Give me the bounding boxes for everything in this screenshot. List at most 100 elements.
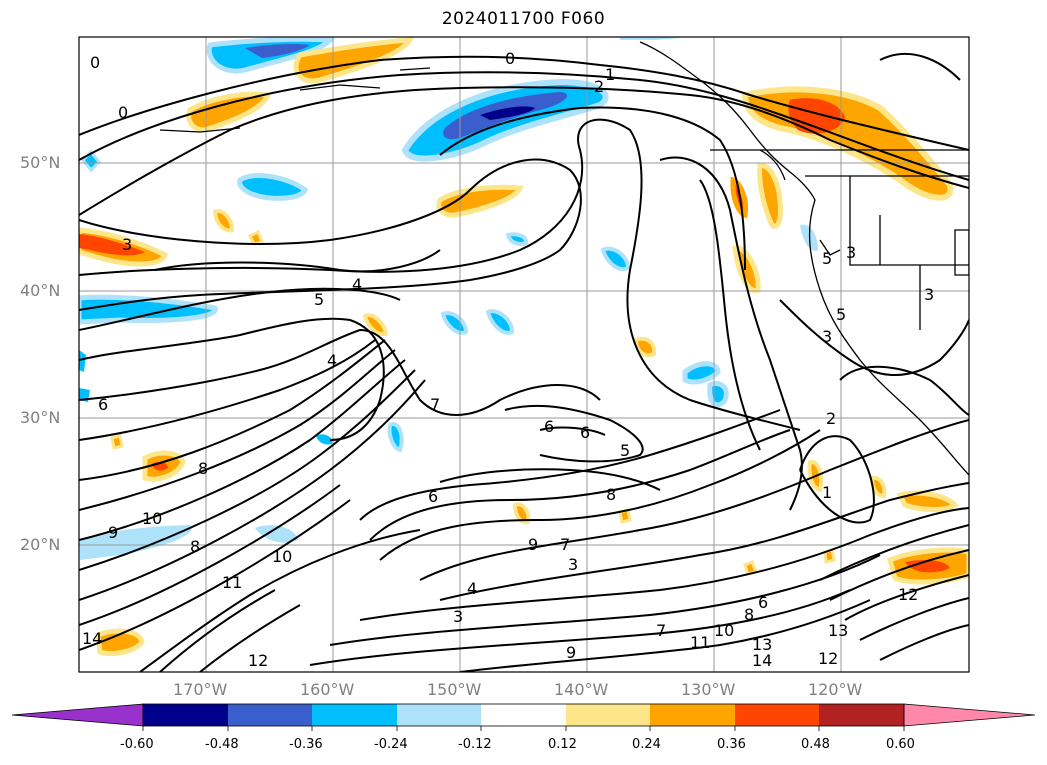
positive-field: [95, 628, 145, 657]
colorbar-tick-label: 0.60: [886, 737, 915, 752]
colorbar-tick-label: 0.36: [717, 737, 746, 752]
negative-field: [440, 311, 469, 335]
positive-field: [79, 234, 145, 256]
negative-field: [620, 37, 680, 40]
contour-label: 9: [528, 535, 538, 554]
positive-field: [757, 162, 783, 229]
colorbar-segment: [819, 704, 904, 726]
colorbar-segment: [143, 704, 228, 726]
contour-label: 7: [560, 535, 570, 554]
contour-label: 6: [98, 395, 108, 414]
contour-label: 5: [822, 249, 832, 268]
negative-field: [79, 350, 86, 372]
colorbar-segment: [481, 704, 566, 726]
contour-labels: 0 0 0 1 1 2 2 3 3 3 3 3 3 4 4 4 5 5 5 5 …: [82, 49, 934, 670]
contour-label: 11: [690, 633, 710, 652]
colorbar-extend-high: [903, 703, 1036, 727]
contour-label: 3: [924, 285, 934, 304]
negative-field: [237, 172, 309, 201]
contour-label: 3: [453, 607, 463, 626]
contours: [79, 52, 969, 672]
negative-field: [80, 525, 192, 560]
colorbar-segment: [312, 704, 397, 726]
contour-label: 8: [190, 537, 200, 556]
positive-field: [362, 313, 389, 337]
contour-label: 7: [656, 621, 666, 640]
contour-label: 8: [606, 485, 616, 504]
negative-field: [480, 106, 535, 120]
contour-label: 4: [467, 579, 477, 598]
positive-field: [512, 502, 531, 525]
contour-label: 1: [605, 65, 615, 84]
negative-field: [79, 294, 218, 325]
colorbar-segment: [397, 704, 481, 726]
graticule: [79, 37, 969, 672]
colorbar-tick-label: 0.24: [632, 737, 661, 752]
contour-label: 6: [544, 417, 554, 436]
contour-label: 10: [272, 547, 292, 566]
contour-label: 2: [594, 77, 604, 96]
lon-label: 150°W: [427, 680, 482, 699]
contour-label: 3: [568, 555, 578, 574]
contour-label: 3: [122, 235, 132, 254]
contour-label: 5: [836, 305, 846, 324]
contour-label: 6: [580, 423, 590, 442]
contour-label: 12: [898, 585, 918, 604]
colorbar-tick-label: 0.48: [801, 737, 830, 752]
negative-field: [682, 361, 721, 385]
positive-field: [293, 37, 415, 84]
positive-field: [212, 209, 235, 233]
contour-label: 13: [752, 635, 772, 654]
colorbar-extend-low: [11, 703, 144, 727]
contour-label: 3: [846, 243, 856, 262]
lon-label: 130°W: [681, 680, 736, 699]
lon-label: 160°W: [300, 680, 355, 699]
lon-label: 140°W: [554, 680, 609, 699]
contour-label: 8: [198, 459, 208, 478]
plot-frame: [78, 36, 970, 673]
contour-label: 4: [352, 275, 362, 294]
colorbar-tick-label: -0.48: [205, 737, 239, 752]
colorbar-segment: [566, 704, 650, 726]
colorbar-segment: [650, 704, 735, 726]
colorbar: [11, 703, 1036, 731]
shaded-fields: [79, 37, 969, 657]
contour-label: 12: [248, 651, 268, 670]
contour-label: 6: [758, 593, 768, 612]
contour-label: 14: [82, 629, 102, 648]
negative-field: [600, 246, 631, 271]
negative-field: [316, 434, 333, 445]
positive-field: [633, 336, 657, 358]
negative-field: [387, 422, 404, 453]
contour-label: 11: [222, 573, 242, 592]
map-title: 2024011700 F060: [441, 9, 606, 29]
contour-label: 6: [428, 487, 438, 506]
lon-label: 120°W: [808, 680, 863, 699]
coastlines: [159, 41, 969, 476]
colorbar-tick-label: -0.36: [289, 737, 323, 752]
contour-label: 9: [566, 643, 576, 662]
contour-label: 7: [430, 395, 440, 414]
colorbar-tick-label: -0.60: [120, 737, 154, 752]
contour-label: 10: [142, 509, 162, 528]
contour-label: 0: [90, 53, 100, 72]
negative-field: [505, 232, 529, 246]
negative-field: [707, 381, 729, 408]
contour-label: 4: [327, 351, 337, 370]
positive-field: [905, 560, 950, 573]
contour-label: 10: [714, 621, 734, 640]
negative-field: [485, 309, 515, 335]
contour-label: 5: [620, 441, 630, 460]
positive-field: [788, 98, 845, 134]
colorbar-tick-label: 0.12: [548, 737, 577, 752]
contour-label: 13: [828, 621, 848, 640]
negative-field: [80, 149, 102, 173]
contour-label: 8: [744, 605, 754, 624]
contour-label: 0: [118, 103, 128, 122]
colorbar-tick-label: -0.12: [458, 737, 492, 752]
contour-label: 1: [822, 483, 832, 502]
lat-label: 20°N: [20, 535, 61, 554]
positive-field: [436, 184, 524, 218]
contour-label: 5: [314, 290, 324, 309]
